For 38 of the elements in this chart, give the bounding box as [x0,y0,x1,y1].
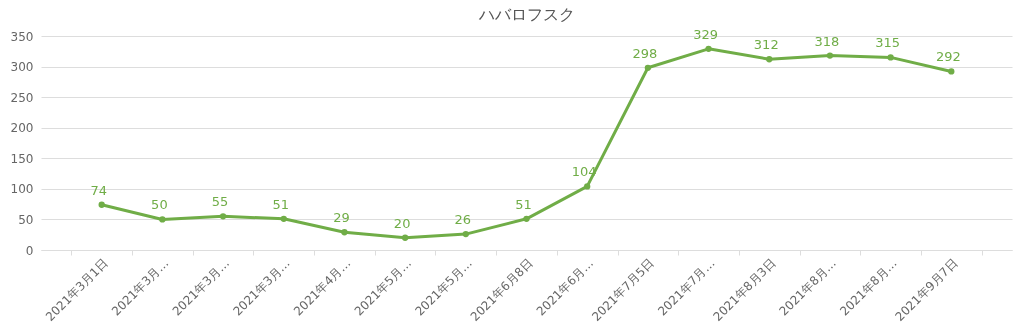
y-tick-label: 200 [10,121,34,136]
data-label: 292 [935,49,961,65]
point [766,56,773,63]
point [98,201,105,208]
y-tick-label: 50 [18,212,34,227]
point [341,229,348,236]
data-label: 20 [393,215,411,231]
point [280,215,287,222]
point [948,68,955,75]
data-label: 29 [333,210,350,226]
point [462,230,469,238]
point [887,54,894,61]
point [401,234,409,241]
data-label: 51 [515,196,532,212]
point [584,183,591,190]
y-tick-label: 300 [10,60,34,75]
point [705,45,712,52]
data-label: 315 [875,35,901,51]
data-label: 74 [90,182,107,198]
data-label: 55 [211,194,229,210]
point [644,64,652,71]
y-tick-label: 250 [10,90,34,105]
data-label: 312 [753,37,779,53]
point [219,213,227,220]
point [159,216,166,223]
data-label: 318 [814,33,840,49]
y-tick-label: 150 [10,151,34,166]
data-label: 298 [632,45,658,61]
y-tick-label: 0 [25,243,34,258]
point [826,52,834,59]
y-tick-label: 100 [10,182,34,197]
data-label: 50 [151,197,168,213]
chart-title: ハバロフスク [477,4,575,24]
data-label: 26 [454,212,472,228]
data-label: 51 [272,196,290,212]
y-tick-label: 350 [10,29,34,44]
point [523,215,530,222]
data-label: 329 [693,26,718,42]
